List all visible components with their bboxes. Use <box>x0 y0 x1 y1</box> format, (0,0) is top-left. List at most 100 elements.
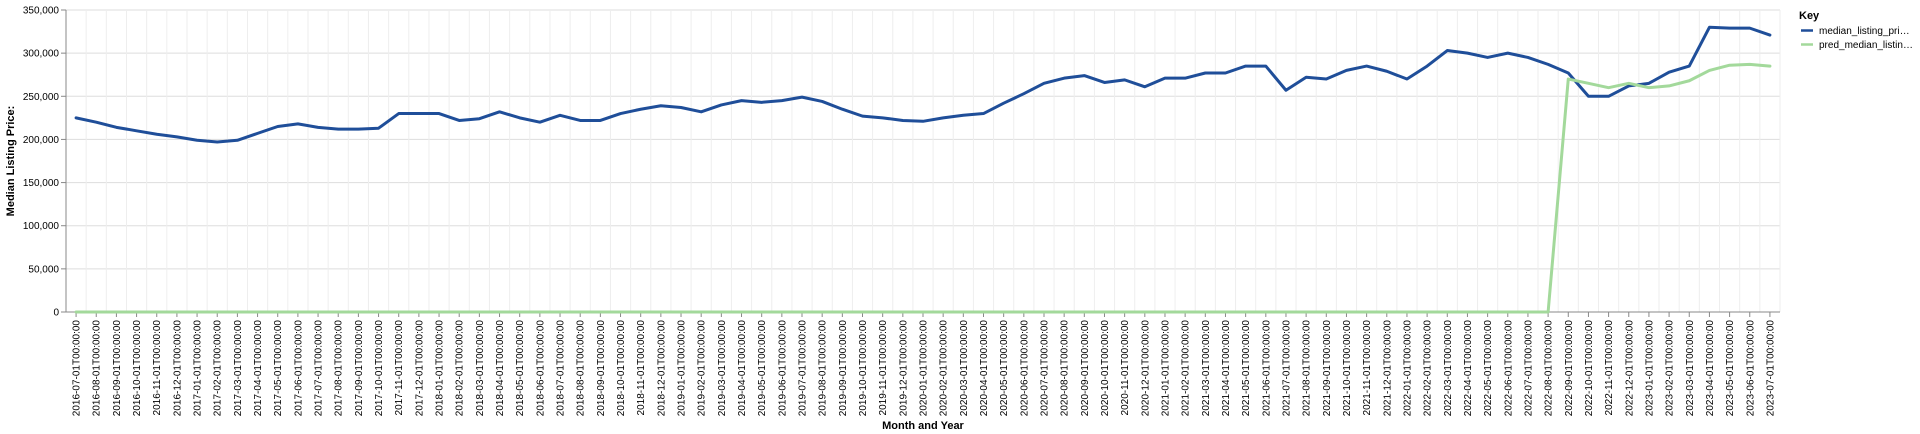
y-tick-label: 250,000 <box>23 92 60 103</box>
x-tick-label: 2017-09-01T00:00:00 <box>354 320 365 417</box>
x-tick-label: 2016-09-01T00:00:00 <box>112 320 123 417</box>
y-tick-label: 300,000 <box>23 49 60 60</box>
x-tick-label: 2022-06-01T00:00:00 <box>1503 320 1514 417</box>
x-tick-label: 2016-07-01T00:00:00 <box>72 320 83 417</box>
x-axis: 2016-07-01T00:00:00 2016-08-01T00:00:00 20… <box>66 311 1780 417</box>
legend-label-2: pred_median_listin… <box>1819 40 1913 51</box>
x-tick-label: 2021-05-01T00:00:00 <box>1241 320 1252 417</box>
x-tick-label: 2018-11-01T00:00:00 <box>636 320 647 416</box>
x-tick-label: 2020-04-01T00:00:00 <box>979 320 990 417</box>
x-tick-label: 2018-06-01T00:00:00 <box>535 320 546 417</box>
x-tick-label: 2020-06-01T00:00:00 <box>1019 320 1030 417</box>
x-tick-label: 2017-08-01T00:00:00 <box>334 320 345 417</box>
x-tick-label: 2019-10-01T00:00:00 <box>858 320 869 417</box>
x-tick-label: 2017-10-01T00:00:00 <box>374 320 385 417</box>
x-tick-label: 2018-01-01T00:00:00 <box>435 320 446 417</box>
x-tick-label: 2019-09-01T00:00:00 <box>838 320 849 417</box>
x-tick-label: 2022-02-01T00:00:00 <box>1423 320 1434 417</box>
x-tick-label: 2023-03-01T00:00:00 <box>1685 320 1696 417</box>
x-tick-label: 2018-05-01T00:00:00 <box>515 320 526 417</box>
x-tick-label: 2022-03-01T00:00:00 <box>1443 320 1454 417</box>
x-tick-label: 2021-11-01T00:00:00 <box>1362 320 1373 416</box>
y-tick-label: 350,000 <box>23 6 60 17</box>
x-tick-label: 2018-09-01T00:00:00 <box>596 320 607 417</box>
x-tick-label: 2021-03-01T00:00:00 <box>1201 320 1212 417</box>
x-tick-label: 2021-09-01T00:00:00 <box>1322 320 1333 417</box>
x-tick-label: 2017-07-01T00:00:00 <box>314 320 325 417</box>
x-tick-label: 2018-12-01T00:00:00 <box>656 320 667 417</box>
x-tick-label: 2022-04-01T00:00:00 <box>1463 320 1474 417</box>
x-tick-label: 2018-07-01T00:00:00 <box>556 320 567 417</box>
y-tick-label: 100,000 <box>23 221 60 232</box>
x-tick-label: 2019-04-01T00:00:00 <box>737 320 748 417</box>
x-tick-label: 2020-09-01T00:00:00 <box>1080 320 1091 417</box>
x-tick-label: 2021-02-01T00:00:00 <box>1181 320 1192 417</box>
y-tick-label: 200,000 <box>23 135 60 146</box>
x-tick-label: 2022-11-01T00:00:00 <box>1604 320 1615 416</box>
series-line-2 <box>74 62 1772 314</box>
legend-label-1: median_listing_pri… <box>1819 26 1910 37</box>
x-tick-label: 2023-01-01T00:00:00 <box>1644 320 1655 417</box>
x-tick-label: 2019-06-01T00:00:00 <box>777 320 788 417</box>
y-tick-label: 0 <box>53 308 59 319</box>
x-tick-label: 2020-07-01T00:00:00 <box>1039 320 1050 417</box>
series-line-1 <box>74 25 1772 144</box>
x-tick-label: 2017-01-01T00:00:00 <box>193 320 204 417</box>
x-tick-label: 2018-04-01T00:00:00 <box>495 320 506 417</box>
x-tick-label: 2021-07-01T00:00:00 <box>1281 320 1292 417</box>
x-tick-label: 2021-04-01T00:00:00 <box>1221 320 1232 417</box>
x-tick-label: 2021-06-01T00:00:00 <box>1261 320 1272 417</box>
x-tick-label: 2016-11-01T00:00:00 <box>152 320 163 416</box>
x-tick-label: 2019-12-01T00:00:00 <box>898 320 909 417</box>
x-tick-label: 2018-08-01T00:00:00 <box>576 320 587 417</box>
x-tick-label: 2020-11-01T00:00:00 <box>1120 320 1131 416</box>
x-tick-label: 2021-01-01T00:00:00 <box>1160 320 1171 417</box>
x-tick-label: 2023-06-01T00:00:00 <box>1745 320 1756 417</box>
x-tick-label: 2017-05-01T00:00:00 <box>273 320 284 417</box>
x-tick-label: 2017-02-01T00:00:00 <box>213 320 224 417</box>
x-tick-label: 2022-10-01T00:00:00 <box>1584 320 1595 417</box>
x-tick-label: 2020-08-01T00:00:00 <box>1060 320 1071 417</box>
x-tick-label: 2019-02-01T00:00:00 <box>697 320 708 417</box>
x-tick-label: 2019-03-01T00:00:00 <box>717 320 728 417</box>
x-tick-label: 2022-09-01T00:00:00 <box>1564 320 1575 417</box>
x-tick-label: 2016-12-01T00:00:00 <box>172 320 183 417</box>
x-tick-label: 2019-01-01T00:00:00 <box>677 320 688 417</box>
series-lines <box>74 25 1772 314</box>
y-axis: 0 50,000 100,000 150,000 200,000 250,000 300,0… <box>23 6 67 319</box>
x-tick-label: 2023-05-01T00:00:00 <box>1725 320 1736 417</box>
x-tick-label: 2022-07-01T00:00:00 <box>1523 320 1534 417</box>
x-tick-label: 2022-12-01T00:00:00 <box>1624 320 1635 417</box>
x-tick-label: 2020-03-01T00:00:00 <box>959 320 970 417</box>
x-tick-label: 2019-05-01T00:00:00 <box>757 320 768 417</box>
y-tick-label: 150,000 <box>23 178 60 189</box>
x-tick-label: 2018-10-01T00:00:00 <box>616 320 627 417</box>
x-tick-label: 2016-08-01T00:00:00 <box>92 320 103 417</box>
x-tick-label: 2020-02-01T00:00:00 <box>939 320 950 417</box>
legend: Key median_listing_pri… pred_median_listi… <box>1799 10 1913 51</box>
x-tick-label: 2021-08-01T00:00:00 <box>1302 320 1313 417</box>
legend-title: Key <box>1799 10 1820 22</box>
x-tick-label: 2023-04-01T00:00:00 <box>1705 320 1716 417</box>
x-tick-label: 2022-01-01T00:00:00 <box>1402 320 1413 417</box>
y-tick-label: 50,000 <box>28 264 59 275</box>
x-tick-label: 2019-08-01T00:00:00 <box>818 320 829 417</box>
x-tick-label: 2020-01-01T00:00:00 <box>919 320 930 417</box>
x-tick-label: 2016-10-01T00:00:00 <box>132 320 143 417</box>
x-tick-label: 2022-05-01T00:00:00 <box>1483 320 1494 417</box>
y-axis-title: Median Listing Price: <box>5 106 17 217</box>
gridlines <box>65 9 1781 313</box>
x-tick-label: 2017-03-01T00:00:00 <box>233 320 244 417</box>
x-tick-label: 2019-07-01T00:00:00 <box>798 320 809 417</box>
x-tick-label: 2017-04-01T00:00:00 <box>253 320 264 417</box>
x-tick-label: 2017-11-01T00:00:00 <box>394 320 405 416</box>
x-tick-label: 2018-03-01T00:00:00 <box>475 320 486 417</box>
x-tick-label: 2023-07-01T00:00:00 <box>1765 320 1776 417</box>
x-tick-label: 2022-08-01T00:00:00 <box>1544 320 1555 417</box>
x-tick-label: 2023-02-01T00:00:00 <box>1665 320 1676 417</box>
x-tick-label: 2020-10-01T00:00:00 <box>1100 320 1111 417</box>
x-tick-label: 2017-12-01T00:00:00 <box>414 320 425 417</box>
x-tick-label: 2020-05-01T00:00:00 <box>999 320 1010 417</box>
